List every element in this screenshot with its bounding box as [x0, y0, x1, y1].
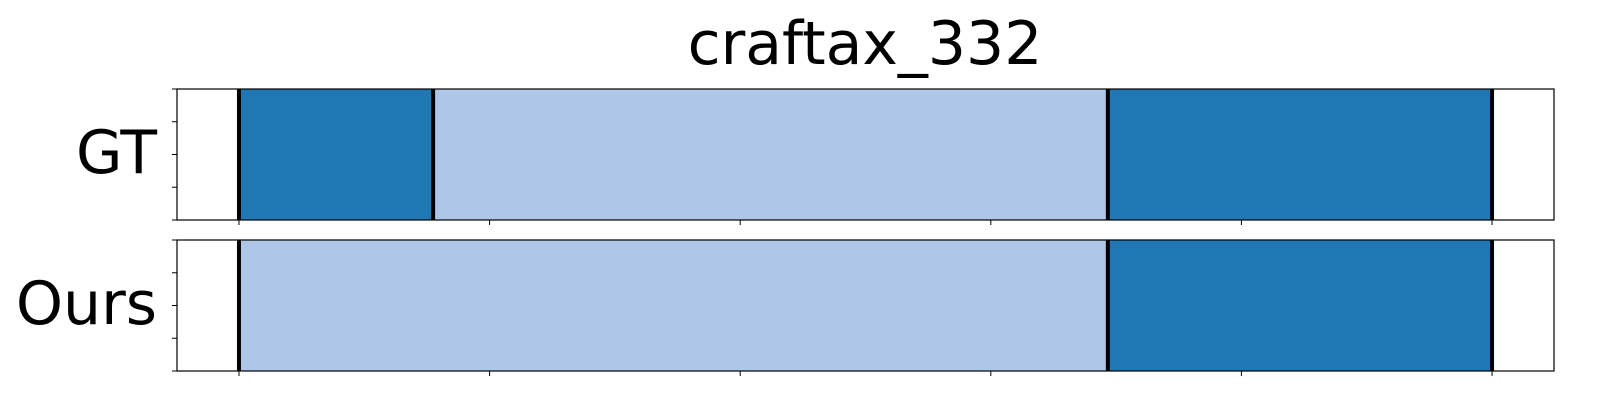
segment-light	[238, 240, 1108, 371]
rows-layer: GT Ours	[16, 88, 1555, 376]
segment-dark	[1107, 89, 1493, 220]
row-label-ours: Ours	[16, 269, 157, 339]
row-ours: Ours	[16, 239, 1555, 376]
row-label-gt: GT	[76, 118, 157, 188]
segment-dark	[238, 89, 434, 220]
chart-title: craftax_332	[688, 9, 1043, 79]
segment-dark	[1107, 240, 1493, 371]
row-gt: GT	[76, 88, 1555, 225]
segment-light	[433, 89, 1108, 220]
